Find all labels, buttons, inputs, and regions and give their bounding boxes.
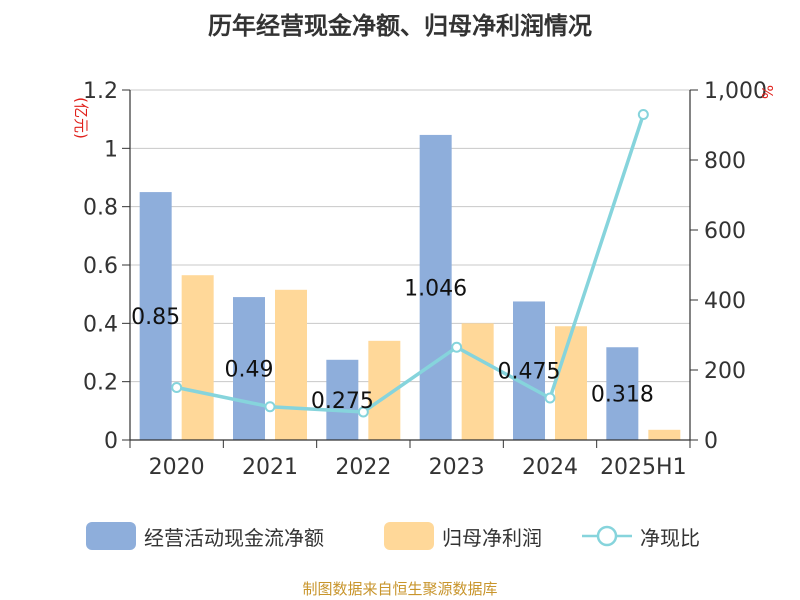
right-tick-label: 600 — [704, 219, 746, 244]
data-label-cash-flow: 0.275 — [311, 389, 374, 414]
ratio-point — [171, 382, 183, 393]
legend-label-cash-flow: 经营活动现金流净额 — [144, 525, 324, 550]
chart-legend: 经营活动现金流净额 归母净利润 净现比 — [0, 518, 800, 554]
bar-cash-flow — [513, 301, 545, 440]
bar-cash-flow — [606, 347, 639, 440]
left-tick-label: 0.6 — [83, 254, 118, 279]
legend-item-ratio[interactable]: 净现比 — [582, 518, 700, 554]
data-label-cash-flow: 1.046 — [404, 276, 467, 301]
x-tick-label: 2022 — [335, 455, 391, 480]
legend-item-net-profit[interactable]: 归母净利润 — [384, 518, 542, 554]
right-tick-label: 0 — [704, 429, 718, 454]
x-tick-label: 2024 — [522, 455, 578, 480]
left-tick-label: 0.8 — [83, 196, 118, 221]
legend-item-cash-flow[interactable]: 经营活动现金流净额 — [86, 518, 324, 554]
ratio-point — [357, 406, 369, 418]
bar-cash-flow — [139, 192, 172, 440]
legend-line-marker-icon — [582, 525, 632, 547]
right-tick-label: 200 — [704, 359, 746, 384]
x-tick-label: 2021 — [242, 455, 298, 480]
left-tick-label: 1 — [104, 137, 118, 162]
bar-net-profit — [461, 323, 494, 440]
ratio-point — [264, 401, 276, 413]
bar-net-profit — [555, 326, 587, 440]
bar-cash-flow — [326, 359, 359, 440]
x-tick-label: 2020 — [149, 455, 205, 480]
right-tick-label: 800 — [704, 149, 746, 174]
left-tick-label: 0.4 — [83, 312, 118, 337]
bar-net-profit — [275, 289, 307, 440]
right-tick-label: 1,000 — [704, 79, 767, 104]
left-axis-unit: (亿元) — [72, 97, 90, 139]
left-tick-label: 0.2 — [83, 371, 118, 396]
ratio-point — [451, 341, 463, 353]
ratio-point — [544, 392, 556, 404]
legend-swatch-net-profit — [384, 522, 434, 550]
data-label-cash-flow: 0.475 — [498, 360, 561, 385]
bar-cash-flow — [419, 134, 452, 440]
x-tick-label: 2025H1 — [600, 455, 687, 480]
chart-title: 历年经营现金净额、归母净利润情况 — [208, 12, 592, 40]
data-label-cash-flow: 0.49 — [225, 358, 274, 383]
bar-net-profit — [181, 275, 214, 440]
ratio-point — [637, 109, 649, 120]
ratio-line — [176, 113, 645, 414]
left-tick-label: 0 — [104, 429, 118, 454]
source-note: 制图数据来自恒生聚源数据库 — [302, 580, 498, 598]
right-axis-unit: % — [758, 85, 776, 99]
x-tick-label: 2023 — [429, 455, 485, 480]
bar-net-profit — [648, 429, 681, 440]
data-label-cash-flow: 0.318 — [591, 383, 654, 408]
legend-label-net-profit: 归母净利润 — [442, 525, 542, 550]
legend-swatch-cash-flow — [86, 522, 136, 550]
right-tick-label: 400 — [704, 289, 746, 314]
data-label-cash-flow: 0.85 — [131, 305, 180, 330]
bar-cash-flow — [233, 297, 265, 440]
left-tick-label: 1.2 — [83, 79, 118, 104]
legend-label-ratio: 净现比 — [640, 525, 700, 550]
